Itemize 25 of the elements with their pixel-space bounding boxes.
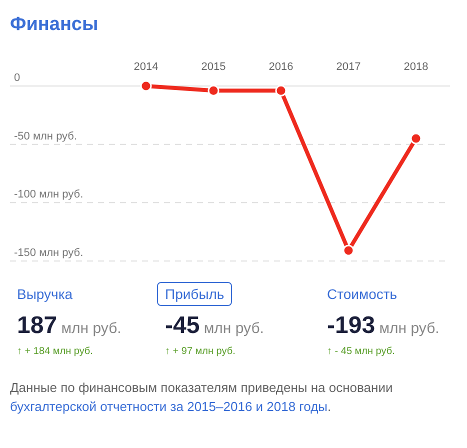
text: Выручка [17, 285, 73, 304]
y-tick-label: -150 млн руб. [14, 247, 84, 259]
text: млн руб. [378, 320, 440, 337]
text: Прибыль [165, 285, 224, 304]
x-tick-label: 2018 [404, 61, 428, 73]
x-tick-label: 2015 [201, 61, 226, 73]
text: 187 [17, 312, 58, 339]
text: . [328, 399, 332, 414]
x-tick-label: 2014 [134, 61, 158, 73]
text: млн руб. [60, 320, 122, 337]
y-tick-label: -100 млн руб. [14, 188, 84, 201]
text: -193 [327, 312, 376, 339]
text: -45 [165, 312, 200, 339]
x-tick-label: 2017 [336, 61, 361, 73]
text: ↑ + 97 млн руб. [165, 346, 236, 357]
text: млн руб. [202, 320, 264, 337]
chart-title: Финансы [10, 14, 98, 35]
text: ↑ + 184 млн руб. [17, 346, 94, 357]
text: Данные по финансовым показателям приведены на основании [10, 380, 393, 395]
y-tick-label: -50 млн руб. [14, 130, 78, 142]
text: ↑ - 45 млн руб. [327, 346, 396, 357]
y-tick-label: 0 [14, 72, 20, 84]
text: Стоимость [327, 285, 398, 304]
x-tick-label: 2016 [268, 61, 294, 73]
text: бухгалтерской отчетности за 2015–2016 и 2018 годы [10, 399, 328, 414]
